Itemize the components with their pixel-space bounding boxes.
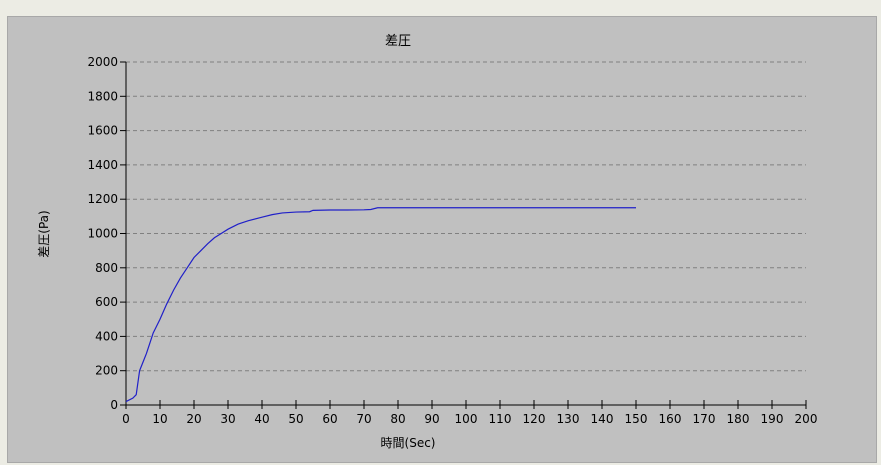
- x-axis-title: 時間(Sec): [381, 436, 436, 450]
- x-tick-label-14: 140: [591, 412, 614, 426]
- x-tick-label-8: 80: [390, 412, 405, 426]
- x-tick-label-20: 200: [795, 412, 818, 426]
- x-tick-label-18: 180: [727, 412, 750, 426]
- y-ticks: 0 200 400 600 800 1000 1200 1400 1600 1800 2000: [87, 55, 126, 412]
- series-line-0: [125, 207, 636, 403]
- x-tick-label-10: 100: [455, 412, 478, 426]
- y-tick-label-5: 1000: [87, 227, 118, 241]
- x-tick-label-6: 60: [322, 412, 337, 426]
- y-tick-label-10: 2000: [87, 55, 118, 69]
- x-tick-label-1: 10: [152, 412, 167, 426]
- x-tick-label-12: 120: [523, 412, 546, 426]
- x-tick-label-0: 0: [122, 412, 130, 426]
- y-tick-label-4: 800: [95, 261, 118, 275]
- series-lines: [125, 207, 636, 403]
- y-tick-label-8: 1600: [87, 124, 118, 138]
- y-tick-label-3: 600: [95, 295, 118, 309]
- x-tick-label-4: 40: [254, 412, 269, 426]
- x-tick-label-5: 50: [288, 412, 303, 426]
- x-ticks: 0 10 20 30 40 50 60 70 80 90 100 110 120 130 140 150 160…: [122, 400, 817, 426]
- x-tick-label-3: 30: [220, 412, 235, 426]
- x-tick-label-13: 130: [557, 412, 580, 426]
- x-tick-label-2: 20: [186, 412, 201, 426]
- x-tick-label-7: 70: [356, 412, 371, 426]
- x-tick-label-17: 170: [693, 412, 716, 426]
- chart-panel: [7, 16, 877, 463]
- y-tick-label-1: 200: [95, 364, 118, 378]
- x-tick-label-19: 190: [761, 412, 784, 426]
- y-tick-label-0: 0: [110, 398, 118, 412]
- chart-title: 差圧: [385, 34, 411, 49]
- y-axis-title: 差圧(Pa): [37, 210, 51, 257]
- x-tick-label-15: 150: [625, 412, 648, 426]
- grid-lines: [126, 61, 806, 372]
- y-tick-label-7: 1400: [87, 158, 118, 172]
- y-tick-label-9: 1800: [87, 89, 118, 103]
- x-tick-label-11: 110: [489, 412, 512, 426]
- x-tick-label-9: 90: [424, 412, 439, 426]
- y-tick-label-2: 400: [95, 329, 118, 343]
- y-tick-label-6: 1200: [87, 192, 118, 206]
- x-tick-label-16: 160: [659, 412, 682, 426]
